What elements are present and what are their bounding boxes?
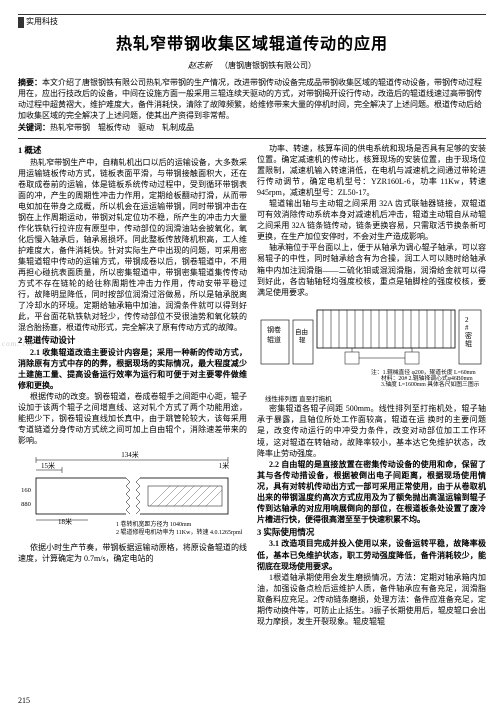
svg-text:1米: 1米 bbox=[219, 461, 230, 470]
left-column: 1 概述 热轧窄带钢生产中，自精轧机出口以后的运输设备，大多数采用运输链板传动方… bbox=[18, 143, 247, 627]
abstract-text: 本文介绍了唐银钢铁有限公司热轧窄带钢的生产情况，改进带钢传动设备完成品带钢收集区… bbox=[18, 78, 482, 119]
page-number: 215 bbox=[18, 696, 30, 707]
fig2-main-caption: 线性排列面 直至打拖机 bbox=[257, 396, 486, 404]
abstract: 摘要：本文介绍了唐银钢铁有限公司热轧窄带钢的生产情况，改进带钢传动设备完成品带钢… bbox=[18, 78, 486, 121]
header-rule bbox=[18, 14, 486, 15]
svg-text:3.轴度 L=1600mm 具体各尺如图三图示: 3.轴度 L=1600mm 具体各尺如图三图示 bbox=[381, 380, 480, 388]
svg-text:辊: 辊 bbox=[299, 335, 306, 344]
svg-text:15米: 15米 bbox=[41, 461, 55, 470]
svg-text:1 卷转机宽距方径为 1040mm: 1 卷转机宽距方径为 1040mm bbox=[116, 520, 192, 528]
two-column-layout: 1 概述 热轧窄带钢生产中，自精轧机出口以后的运输设备，大多数采用运输链板传动方… bbox=[18, 143, 486, 627]
section-21: 2.1 收集辊道改造主要设计内容是；采用一种新的传动方式，消除原有方式中存的的弊… bbox=[18, 347, 247, 391]
section-1-head: 1 概述 bbox=[18, 145, 247, 157]
divider bbox=[18, 138, 486, 139]
right-mid-para: 密集辊道各辊子间距 500mm。线性排列至打拖机处，辊子轴承于暴露，且轴位所处工… bbox=[257, 403, 486, 458]
sub-21-head: 2.1 收集辊道改造主要设计内容是；采用一种新的传动方式，消除原有方式中存的的弊… bbox=[18, 348, 247, 390]
section-3-head: 3 实际使用情况 bbox=[257, 527, 486, 539]
section-3-list: 1根道轴承期使用会发生磨损情况，方法：定期对轴承箱内加油，加强设备点检后运维护人… bbox=[257, 572, 486, 627]
category-label: 实用科技 bbox=[18, 17, 486, 28]
figure-2: 钢卷 辊道 自由 辊 bbox=[257, 300, 486, 392]
article-title: 热轧窄带钢收集区域辊道传动的应用 bbox=[18, 34, 486, 56]
sub-22-head: 2.2 自由辊的是直接放置在密集传动设备的使用和命，保留了其与各传动措设备，根据… bbox=[257, 460, 486, 524]
svg-text:辊: 辊 bbox=[465, 339, 472, 348]
svg-text:密: 密 bbox=[465, 331, 472, 340]
section-21-para: 根据传动的改变。钢卷辊道，卷成卷辊手之间距中心距，辊子设加于该两个辊子之间增直线… bbox=[18, 391, 247, 446]
svg-text:160: 160 bbox=[21, 487, 31, 494]
author-row: 赵志新 （唐钢唐银钢铁有限公司） bbox=[18, 61, 486, 72]
svg-text:自由: 自由 bbox=[295, 327, 308, 336]
svg-text:2 辊道修程电机功率为 11Kw，转速 4.0.1265rp: 2 辊道修程电机功率为 11Kw，转速 4.0.1265rpml bbox=[116, 528, 243, 536]
right-p3: 轴承箱位于平台面以上，便于从轴承为调心辊子轴承，可以容易辊子的中性，同时轴承给含… bbox=[257, 242, 486, 297]
keywords-text: 热轧窄带钢 辊板传动 驱动 轧制成品 bbox=[50, 123, 194, 132]
svg-text:钢卷: 钢卷 bbox=[267, 325, 281, 334]
sub-31: 3.1 改造项目完成并投入使用以来，设备运转平稳，故降率极低，基本已免维护状态，… bbox=[257, 538, 486, 571]
section-2-head: 2 辊道传动设计 bbox=[18, 335, 247, 347]
sub-31-head: 3.1 改造项目完成并投入使用以来，设备运转平稳，故降率极低，基本已免维护状态，… bbox=[257, 539, 486, 570]
sub-22: 2.2 自由辊的是直接放置在密集传动设备的使用和命，保留了其与各传动措设备，根据… bbox=[257, 459, 486, 525]
affiliation: （唐钢唐银钢铁有限公司） bbox=[220, 61, 316, 70]
keywords: 关键词：热轧窄带钢 辊板传动 驱动 轧制成品 bbox=[18, 123, 486, 134]
right-column: 功率、转速，核算车间的供电系统和现场是否具有足够的安装位置。确定减速机的传动比，… bbox=[257, 143, 486, 627]
figure-1: 134米 15米 1米 bbox=[18, 450, 247, 538]
author-name: 赵志新 bbox=[188, 61, 212, 70]
right-p2: 辊道输出轴与主动辊之间采用 32A 齿式联轴器链接，双辊道可有效消除传动系统本身… bbox=[257, 198, 486, 242]
watermark: com. cm bbox=[2, 340, 33, 349]
svg-text:18米: 18米 bbox=[58, 517, 72, 526]
svg-text:880: 880 bbox=[21, 501, 31, 508]
svg-text:2: 2 bbox=[465, 316, 469, 324]
svg-text:#: # bbox=[465, 324, 469, 332]
svg-text:注：1.辊械直径 φ200，辊道长度 L=60mm: 注：1.辊械直径 φ200，辊道长度 L=60mm bbox=[371, 368, 476, 376]
fig1-dim-total: 134米 bbox=[121, 450, 139, 459]
right-p1: 功率、转速，核算车间的供电系统和现场是否具有足够的安装位置。确定减速机的传动比，… bbox=[257, 143, 486, 198]
svg-text:辊道: 辊道 bbox=[267, 335, 281, 344]
abstract-label: 摘要： bbox=[18, 78, 42, 87]
after-fig1-para: 依据小时生产节奏，带钢板据运输动原格，将原设备辊道的线速度，计算确定为 0.7m… bbox=[18, 542, 247, 564]
section-1-para: 热轧窄带钢生产中，自精轧机出口以后的运输设备，大多数采用运输链板传动方式，链板表… bbox=[18, 157, 247, 334]
svg-text:材料：20# 2.辊轴择调心式φ46B0mm: 材料：20# 2.辊轴择调心式φ46B0mm bbox=[381, 374, 473, 382]
keywords-label: 关键词： bbox=[18, 123, 50, 132]
